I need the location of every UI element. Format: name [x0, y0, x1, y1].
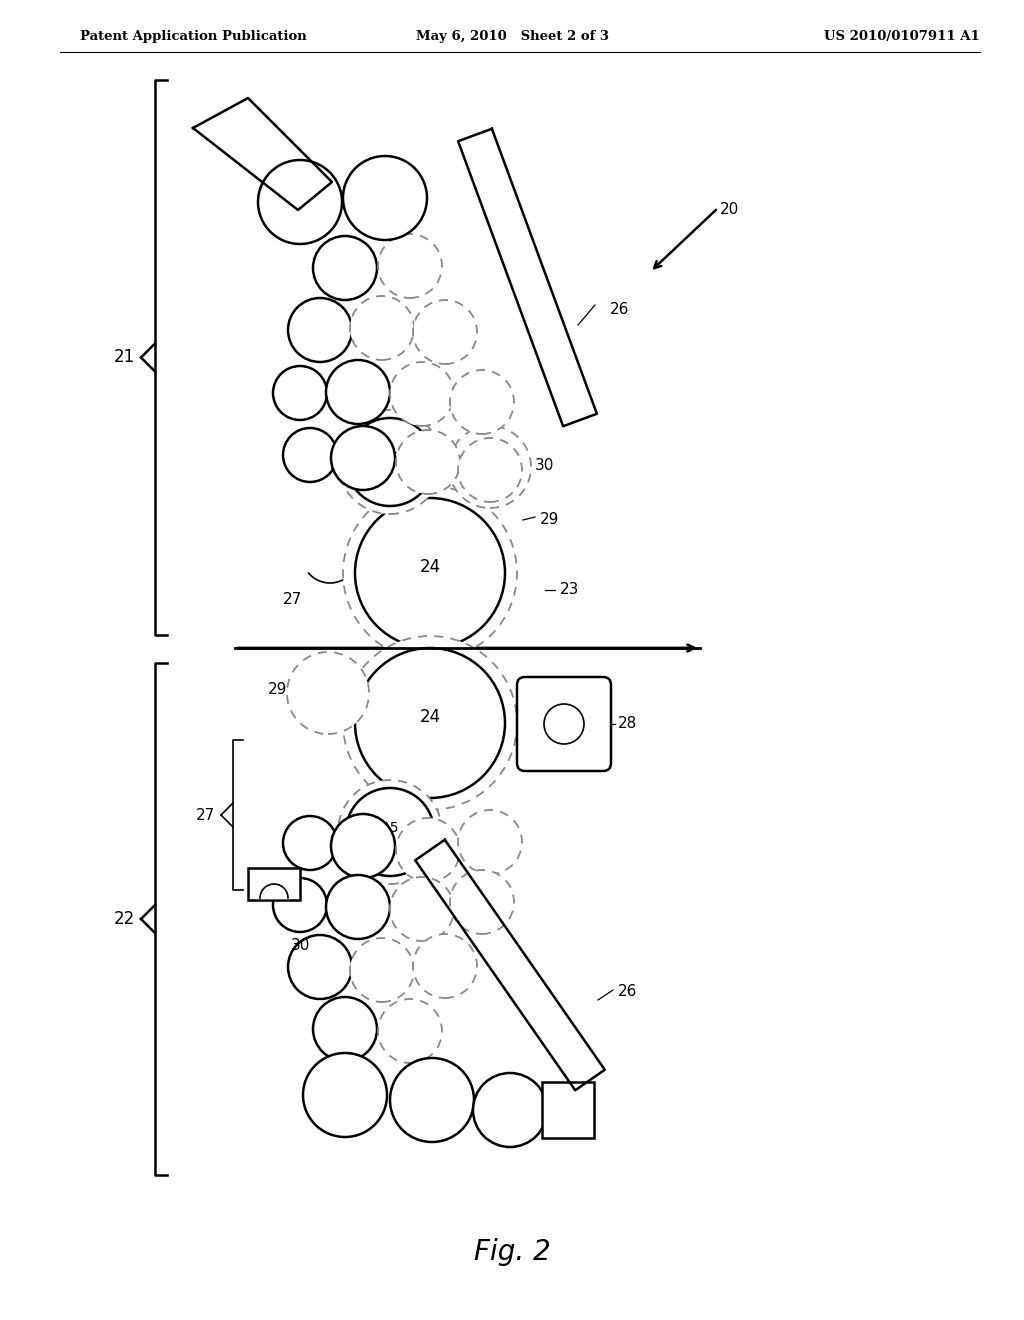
Polygon shape	[458, 129, 597, 426]
Text: 27: 27	[196, 808, 215, 822]
Circle shape	[544, 704, 584, 744]
Text: 25: 25	[381, 821, 398, 836]
Text: Patent Application Publication: Patent Application Publication	[80, 30, 307, 44]
Circle shape	[343, 636, 517, 810]
Text: 30: 30	[535, 458, 554, 473]
Circle shape	[258, 160, 342, 244]
Text: 26: 26	[618, 985, 637, 999]
Circle shape	[283, 816, 337, 870]
Circle shape	[449, 426, 531, 508]
Circle shape	[396, 430, 460, 494]
Text: 24: 24	[420, 558, 440, 576]
Circle shape	[343, 486, 517, 660]
Circle shape	[346, 418, 434, 506]
Circle shape	[355, 498, 505, 648]
FancyBboxPatch shape	[517, 677, 611, 771]
Circle shape	[390, 362, 454, 426]
Circle shape	[288, 935, 352, 999]
Polygon shape	[415, 840, 605, 1090]
Text: 21: 21	[114, 348, 135, 367]
Text: US 2010/0107911 A1: US 2010/0107911 A1	[824, 30, 980, 44]
Circle shape	[338, 411, 442, 513]
Bar	[542, 1082, 594, 1138]
Text: 29: 29	[268, 682, 288, 697]
Circle shape	[288, 298, 352, 362]
Circle shape	[350, 939, 414, 1002]
Circle shape	[350, 296, 414, 360]
Circle shape	[473, 1073, 547, 1147]
Circle shape	[378, 234, 442, 298]
Circle shape	[413, 300, 477, 364]
Circle shape	[273, 878, 327, 932]
Text: 24: 24	[420, 708, 440, 726]
Circle shape	[413, 935, 477, 998]
Circle shape	[287, 652, 369, 734]
Circle shape	[313, 236, 377, 300]
Circle shape	[326, 360, 390, 424]
Circle shape	[450, 370, 514, 434]
Circle shape	[396, 818, 460, 882]
Circle shape	[355, 648, 505, 799]
Text: 20: 20	[720, 202, 739, 218]
Circle shape	[338, 780, 442, 884]
Text: 27: 27	[283, 593, 302, 607]
Circle shape	[343, 156, 427, 240]
Circle shape	[346, 788, 434, 876]
Circle shape	[313, 997, 377, 1061]
Text: 22: 22	[114, 909, 135, 928]
Text: 28: 28	[618, 717, 637, 731]
Circle shape	[273, 366, 327, 420]
Text: 30: 30	[291, 937, 309, 953]
Bar	[248, 869, 300, 900]
Circle shape	[303, 1053, 387, 1137]
Circle shape	[331, 426, 395, 490]
Circle shape	[458, 810, 522, 874]
Polygon shape	[193, 98, 332, 210]
Circle shape	[390, 876, 454, 941]
Circle shape	[283, 428, 337, 482]
Circle shape	[458, 438, 522, 502]
Circle shape	[331, 814, 395, 878]
Circle shape	[378, 999, 442, 1063]
Text: 26: 26	[610, 302, 630, 318]
Text: 29: 29	[540, 512, 559, 528]
Circle shape	[326, 875, 390, 939]
Text: Fig. 2: Fig. 2	[474, 1238, 550, 1266]
Text: 25: 25	[381, 451, 398, 465]
Circle shape	[390, 1059, 474, 1142]
Text: May 6, 2010   Sheet 2 of 3: May 6, 2010 Sheet 2 of 3	[416, 30, 608, 44]
Circle shape	[450, 870, 514, 935]
Text: 23: 23	[560, 582, 580, 598]
